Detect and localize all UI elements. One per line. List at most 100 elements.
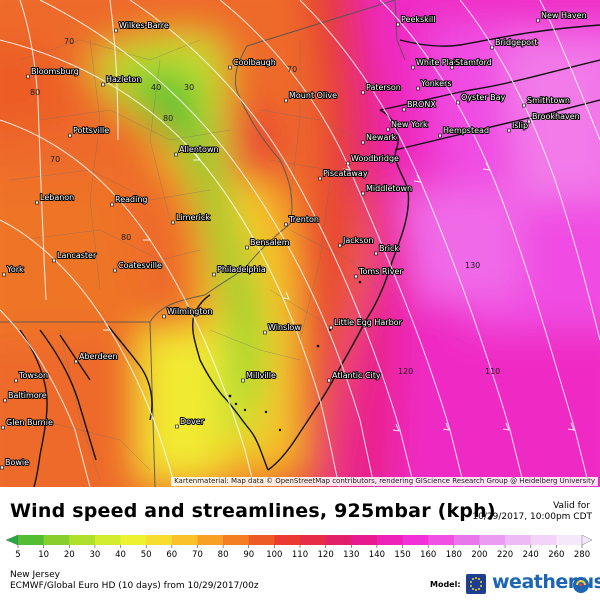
city-brick[interactable]: Brick bbox=[374, 243, 400, 256]
city-coatesville[interactable]: Coatesville bbox=[113, 260, 163, 273]
city-dot bbox=[329, 325, 333, 330]
city-label: Atlantic City bbox=[332, 371, 381, 380]
city-new-haven[interactable]: New Haven bbox=[536, 10, 588, 23]
city-dot bbox=[0, 465, 4, 470]
scale-label: 180 bbox=[446, 550, 462, 560]
city-winslow[interactable]: Winslow bbox=[263, 322, 302, 335]
city-millville[interactable]: Millville bbox=[241, 370, 277, 383]
city-hempstead[interactable]: Hempstead bbox=[438, 125, 490, 138]
city-toms-river[interactable]: Toms River bbox=[354, 266, 404, 279]
city-label: Bensalem bbox=[250, 238, 290, 247]
city-label: Towson bbox=[18, 371, 48, 380]
city-bowie[interactable]: Bowie bbox=[0, 457, 30, 470]
city-york[interactable]: York bbox=[2, 264, 25, 277]
city-label: Coatesville bbox=[118, 261, 162, 270]
scale-label: 60 bbox=[166, 550, 177, 560]
scale-swatch bbox=[376, 535, 404, 545]
scale-label: 120 bbox=[318, 550, 334, 560]
city-aberdeen[interactable]: Aberdeen bbox=[74, 351, 119, 364]
city-label: Reading bbox=[115, 195, 147, 204]
city-bensalem[interactable]: Bensalem bbox=[245, 237, 291, 250]
city-bridgeport[interactable]: Bridgeport bbox=[490, 37, 538, 50]
city-trenton[interactable]: Trenton bbox=[284, 214, 320, 227]
city-baltimore[interactable]: Baltimore bbox=[3, 390, 48, 403]
city-bloomsburg[interactable]: Bloomsburg bbox=[26, 66, 80, 79]
contour-labels: 70 40 30 70 80 80 70 80 130 120 110 bbox=[30, 37, 500, 376]
city-label: Brick bbox=[379, 244, 399, 253]
scale-swatch bbox=[197, 535, 224, 545]
city-lancaster[interactable]: Lancaster bbox=[52, 250, 98, 263]
scale-label: 220 bbox=[497, 550, 513, 560]
city-middletown[interactable]: Middletown bbox=[361, 183, 413, 196]
city-mount-olive[interactable]: Mount Olive bbox=[284, 90, 338, 103]
city-new-york[interactable]: New York bbox=[386, 119, 429, 132]
scale-label: 10 bbox=[38, 550, 49, 560]
city-dot bbox=[318, 176, 322, 181]
contour-value-label: 70 bbox=[50, 155, 60, 164]
city-wilkes-barre[interactable]: Wilkes-Barre bbox=[114, 20, 170, 33]
city-peekskill[interactable]: Peekskill bbox=[396, 14, 436, 27]
city-towson[interactable]: Towson bbox=[14, 370, 49, 383]
contour-value-label: 80 bbox=[121, 233, 131, 242]
scale-label: 30 bbox=[89, 550, 100, 560]
city-glen-burnie[interactable]: Glen Burnie bbox=[1, 417, 54, 430]
city-limerick[interactable]: Limerick bbox=[171, 212, 211, 225]
ecmwf-logo bbox=[466, 574, 486, 594]
city-label: New York bbox=[391, 120, 428, 129]
wind-speed-map[interactable]: 70 40 30 70 80 80 70 80 130 120 110 Wilkes-Barre Pe… bbox=[0, 0, 600, 487]
city-jackson[interactable]: Jackson bbox=[338, 235, 374, 248]
brand-name[interactable]: weather.us bbox=[492, 571, 600, 593]
city-reading[interactable]: Reading bbox=[110, 194, 148, 207]
city-label: White Plains bbox=[416, 58, 465, 67]
city-brookhaven[interactable]: Brookhaven bbox=[527, 111, 581, 124]
city-newark[interactable]: Newark bbox=[361, 132, 398, 145]
city-dot bbox=[374, 251, 378, 256]
city-oyster-bay[interactable]: Oyster Bay bbox=[456, 92, 506, 105]
city-yonkers[interactable]: Yonkers bbox=[416, 78, 453, 91]
city-paterson[interactable]: Paterson bbox=[361, 82, 402, 95]
city-dot bbox=[284, 98, 288, 103]
city-piscataway[interactable]: Piscataway bbox=[318, 168, 369, 181]
city-pottsville[interactable]: Pottsville bbox=[68, 125, 110, 138]
scale-swatch bbox=[530, 535, 557, 545]
city-dot bbox=[212, 272, 216, 277]
city-label: New Haven bbox=[541, 11, 587, 20]
valid-time-box: Valid for 10/29/2017, 10:00pm CDT bbox=[432, 501, 592, 523]
city-bronx[interactable]: BRONX bbox=[402, 99, 437, 112]
contour-value-label: 120 bbox=[398, 367, 413, 376]
scale-label: 20 bbox=[64, 550, 75, 560]
city-label: Smithtown bbox=[527, 96, 570, 105]
city-dot bbox=[354, 274, 358, 279]
footer-region: New Jersey bbox=[10, 570, 60, 580]
city-label: Pottsville bbox=[73, 126, 109, 135]
city-label: Coolbaugh bbox=[233, 58, 276, 67]
city-allentown[interactable]: Allentown bbox=[174, 144, 220, 157]
scale-swatch bbox=[505, 535, 532, 545]
city-white-plains[interactable]: White Plains bbox=[411, 57, 466, 70]
city-dot bbox=[114, 28, 118, 33]
city-dover[interactable]: Dover bbox=[175, 416, 206, 429]
city-stamford[interactable]: Stamford bbox=[450, 57, 493, 70]
city-wilmington[interactable]: Wilmington bbox=[162, 306, 213, 319]
city-lebanon[interactable]: Lebanon bbox=[35, 192, 75, 205]
city-dot bbox=[416, 86, 420, 91]
city-smithtown[interactable]: Smithtown bbox=[522, 95, 571, 108]
city-coolbaugh[interactable]: Coolbaugh bbox=[228, 57, 277, 70]
city-atlantic-city[interactable]: Atlantic City bbox=[327, 370, 382, 383]
city-philadelphia[interactable]: Philadelphia bbox=[212, 264, 267, 277]
city-islip[interactable]: Islip bbox=[507, 120, 529, 133]
city-little-egg-harbor[interactable]: Little Egg Harbor bbox=[329, 317, 404, 330]
city-label: Middletown bbox=[366, 184, 412, 193]
city-label: Yonkers bbox=[420, 79, 452, 88]
contour-value-label: 30 bbox=[184, 83, 194, 92]
city-label: Bridgeport bbox=[495, 38, 537, 47]
city-dot bbox=[110, 202, 114, 207]
city-dot bbox=[175, 424, 179, 429]
city-label: Wilkes-Barre bbox=[119, 21, 169, 30]
city-label: Oyster Bay bbox=[461, 93, 505, 102]
city-hazleton[interactable]: Hazleton bbox=[101, 74, 142, 87]
city-label: BRONX bbox=[407, 100, 436, 109]
city-woodbridge[interactable]: Woodbridge bbox=[346, 153, 400, 166]
city-dot bbox=[2, 272, 6, 277]
city-label: Bowie bbox=[5, 458, 29, 467]
